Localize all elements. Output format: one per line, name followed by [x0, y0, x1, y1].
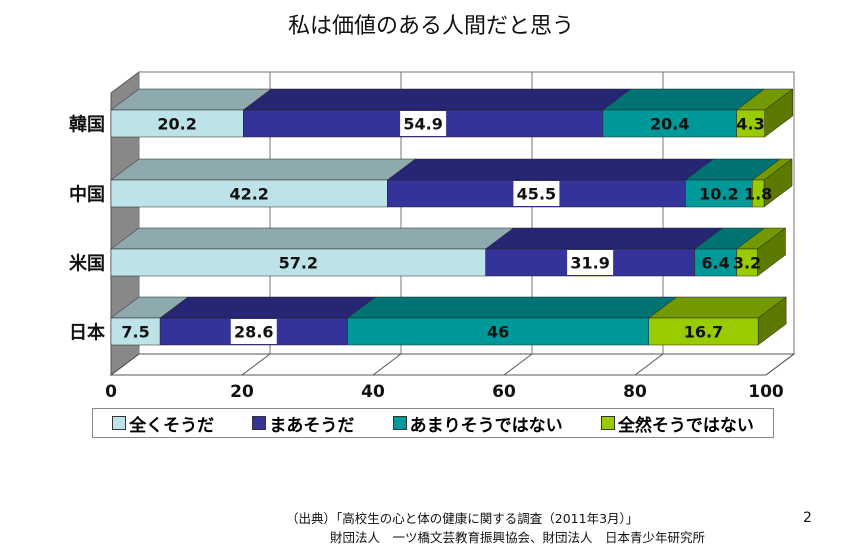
- bar-segment: [110, 317, 161, 346]
- legend-swatch: [112, 416, 127, 430]
- category-label: 中国: [69, 184, 105, 206]
- bar-segment: [736, 109, 765, 138]
- category-label: 韓国: [69, 114, 105, 136]
- data-label: 4.3: [736, 115, 764, 134]
- x-tick-label: 100: [748, 382, 784, 400]
- source-line-1: （出典）「高校生の心と体の健康に関する調査（2011年3月）」: [286, 511, 639, 526]
- data-label: 3.2: [733, 254, 761, 273]
- floor: [109, 353, 796, 376]
- x-tick-label: 0: [105, 382, 117, 400]
- bar-segment: [736, 248, 758, 277]
- data-label: 1.8: [744, 185, 772, 204]
- bar-segment: [751, 179, 765, 208]
- bar-segment: [110, 109, 244, 138]
- data-label: 7.5: [121, 323, 149, 342]
- legend-item: 全然そうではない: [600, 411, 754, 436]
- bar-top: [484, 227, 724, 250]
- data-label: 46: [487, 323, 509, 342]
- bar-top: [386, 158, 715, 181]
- data-label: 28.6: [234, 323, 273, 342]
- data-label: 42.2: [229, 185, 268, 204]
- data-label-box: [230, 319, 277, 344]
- bar-top: [110, 158, 417, 181]
- legend-swatch: [252, 416, 267, 430]
- bar-top: [602, 88, 766, 111]
- bar-top: [159, 296, 377, 319]
- floor-gridline: [372, 353, 402, 376]
- chart-title: 私は価値のある人間だと思う: [287, 14, 574, 39]
- data-label: 20.2: [157, 115, 196, 134]
- legend-label: まあそうだ: [269, 415, 355, 436]
- category-label: 米国: [69, 253, 105, 275]
- legend: 全くそうだ まあそうだ あまりそうではない 全然そうではない: [92, 408, 774, 438]
- floor-gridline: [634, 353, 664, 376]
- legend-swatch: [600, 416, 615, 430]
- x-tick-label: 60: [492, 382, 516, 400]
- data-label: 31.9: [570, 254, 609, 273]
- bar-segment: [110, 248, 486, 277]
- bar-top: [110, 227, 515, 250]
- legend-item: あまりそうではない: [392, 411, 563, 436]
- bar-segment: [694, 248, 737, 277]
- x-tick-label: 80: [623, 382, 647, 400]
- legend-label: 全然そうではない: [617, 415, 754, 436]
- floor-gridline: [110, 353, 140, 376]
- data-label: 54.9: [403, 115, 442, 134]
- bar-top: [346, 296, 678, 319]
- floor-gridline: [503, 353, 533, 376]
- legend-item: 全くそうだ: [112, 411, 214, 436]
- bar-top: [242, 88, 632, 111]
- category-label: 日本: [69, 322, 105, 344]
- floor-gridline: [241, 353, 271, 376]
- x-tick-label: 40: [361, 382, 385, 400]
- data-label-box: [513, 181, 560, 206]
- data-label-box: [567, 250, 614, 275]
- page-number: 2: [803, 510, 812, 526]
- legend-label: 全くそうだ: [129, 415, 215, 436]
- legend-label: あまりそうではない: [409, 415, 563, 436]
- data-label: 45.5: [517, 185, 556, 204]
- legend-item: まあそうだ: [252, 411, 354, 436]
- data-label: 10.2: [699, 185, 738, 204]
- bar-segment: [648, 317, 759, 346]
- source-line-2: 財団法人 一ツ橋文芸教育振興協会、財団法人 日本青少年研究所: [330, 530, 706, 545]
- floor-gridline: [765, 353, 795, 376]
- data-label: 16.7: [684, 323, 723, 342]
- legend-swatch: [392, 416, 407, 430]
- chart-plot: 0 20 40 60 80 100 韓国 20.2 54.9 20.4 4.3 中国 42.2 45.5 1…: [69, 71, 796, 400]
- data-label: 20.4: [650, 115, 689, 134]
- x-tick-label: 20: [230, 382, 254, 400]
- data-label: 6.4: [701, 254, 729, 273]
- bar-segment: [347, 317, 650, 346]
- data-label: 57.2: [279, 254, 318, 273]
- data-label-box: [400, 111, 447, 136]
